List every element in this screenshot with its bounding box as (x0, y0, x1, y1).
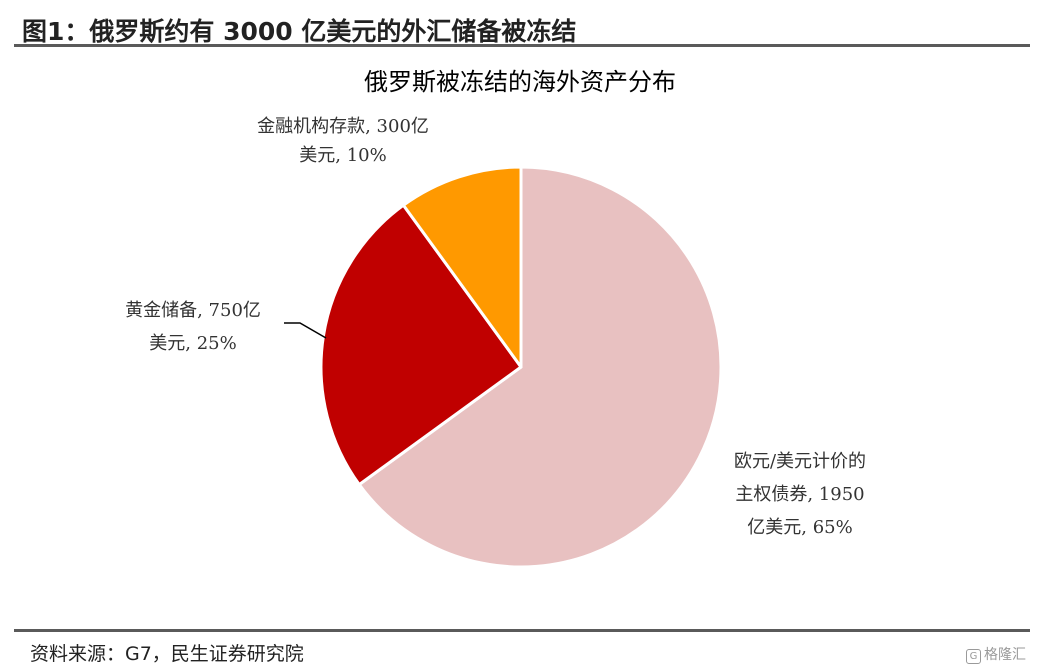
slice-label-line: 美元, 10% (299, 145, 386, 166)
slice-label-line: 亿美元, 65% (747, 517, 852, 538)
slice-label-2: 黄金储备, 750亿美元, 25% (125, 300, 261, 354)
slice-label-line: 黄金储备, 750亿 (125, 300, 261, 321)
slice-label-line: 金融机构存款, 300亿 (257, 116, 429, 137)
watermark: G 格隆汇 (966, 644, 1026, 664)
pie-slice-1 (357, 165, 723, 569)
pie-slice-3 (401, 165, 523, 369)
chart-title: 俄罗斯被冻结的海外资产分布 (364, 68, 676, 96)
source-note: 资料来源：G7，民生证券研究院 (30, 643, 304, 665)
watermark-text: 格隆汇 (984, 647, 1026, 663)
leader-line-gold (284, 322, 327, 339)
top-divider (14, 44, 1030, 47)
slice-labels: 欧元/美元计价的主权债券, 1950 亿美元, 65%黄金储备, 750亿美元, … (125, 116, 866, 538)
leader-lines (284, 322, 327, 339)
watermark-logo-icon: G (966, 649, 981, 664)
slice-label-line: 主权债券, 1950 (735, 484, 864, 505)
pie-slices (319, 165, 723, 569)
slice-label-1: 欧元/美元计价的主权债券, 1950 亿美元, 65% (734, 451, 866, 538)
slice-label-3: 金融机构存款, 300亿美元, 10% (257, 116, 429, 166)
bottom-divider (14, 629, 1030, 632)
figure-title: 图1：俄罗斯约有 3000 亿美元的外汇储备被冻结 (22, 17, 577, 46)
slice-label-line: 美元, 25% (149, 333, 236, 354)
slice-label-line: 欧元/美元计价的 (734, 451, 866, 472)
